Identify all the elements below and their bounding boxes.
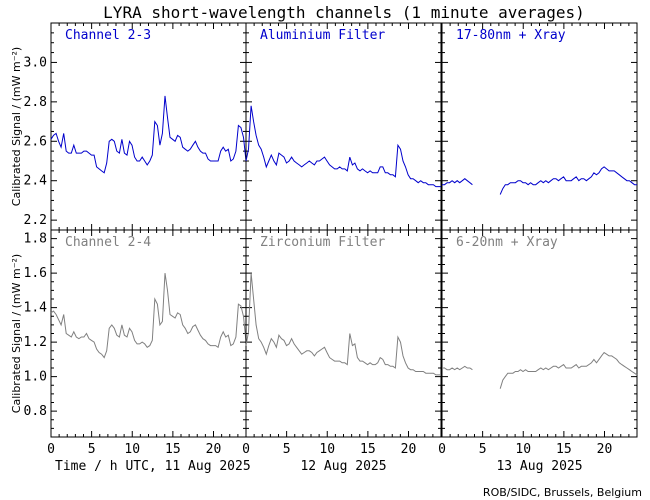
- series-line-0-0: [50, 95, 247, 174]
- day-label-2: 13 Aug 2025: [496, 459, 582, 474]
- series-line-1-2: [442, 351, 638, 389]
- day-label-1: 12 Aug 2025: [300, 459, 386, 474]
- panel-frame: [245, 229, 442, 438]
- x-tick-label-2-3: 15: [556, 442, 572, 457]
- panel-0-2: 17-80nm + Xray: [441, 22, 638, 231]
- series-line-1-0: [50, 273, 247, 359]
- y-tick-label-0-0: 2.2: [24, 213, 47, 228]
- x-tick-label-0-3: 15: [165, 442, 181, 457]
- series-line-0-2: [442, 166, 637, 195]
- panel-label-0-1: Aluminium Filter: [260, 28, 385, 43]
- x-tick-label-2-2: 10: [515, 442, 531, 457]
- x-tick-label-0-0: 0: [47, 442, 55, 457]
- y-tick-label-0-1: 2.4: [24, 174, 48, 189]
- y-axis-label-1: Calibrated Signal / (mW m⁻²): [10, 254, 23, 413]
- x-tick-label-1-0: 0: [242, 442, 250, 457]
- x-tick-label-0-1: 5: [88, 442, 96, 457]
- y-tick-label-1-5: 1.8: [24, 232, 47, 247]
- panel-0-1: Aluminium Filter: [245, 22, 442, 231]
- x-tick-label-2-0: 0: [438, 442, 446, 457]
- x-tick-label-0-2: 10: [124, 442, 140, 457]
- panel-frame: [50, 229, 247, 438]
- panel-label-0-2: 17-80nm + Xray: [456, 28, 566, 43]
- x-tick-label-1-3: 15: [360, 442, 376, 457]
- y-tick-label-0-2: 2.6: [24, 134, 47, 149]
- x-tick-label-2-4: 20: [597, 442, 613, 457]
- panel-frame: [50, 22, 247, 231]
- y-tick-label-1-1: 1.0: [24, 370, 47, 385]
- credit-text: ROB/SIDC, Brussels, Belgium: [483, 486, 642, 499]
- panel-label-1-2: 6-20nm + Xray: [456, 235, 558, 250]
- panel-frame: [441, 229, 638, 438]
- panel-1-0: Channel 2-4: [50, 229, 247, 438]
- x-tick-label-0-4: 20: [206, 442, 222, 457]
- panel-0-0: Channel 2-3: [50, 22, 247, 231]
- panel-label-1-1: Zirconium Filter: [260, 235, 385, 250]
- series-line-0-1: [245, 105, 441, 188]
- x-tick-label-1-1: 5: [283, 442, 291, 457]
- chart-title: LYRA short-wavelength channels (1 minute…: [103, 3, 585, 22]
- x-tick-label-1-4: 20: [401, 442, 417, 457]
- y-tick-label-0-3: 2.8: [24, 95, 47, 110]
- y-axis-label-0: Calibrated Signal / (mW m⁻²): [10, 47, 23, 206]
- y-tick-label-0-4: 3.0: [24, 55, 47, 70]
- y-tick-label-1-4: 1.6: [24, 266, 47, 281]
- series-line-1-1: [245, 273, 441, 376]
- y-tick-label-1-0: 0.8: [24, 404, 47, 419]
- panel-1-2: 6-20nm + Xray: [441, 229, 638, 438]
- panel-frame: [245, 22, 442, 231]
- panel-1-1: Zirconium Filter: [245, 229, 442, 438]
- y-tick-label-1-3: 1.4: [24, 301, 48, 316]
- panel-label-1-0: Channel 2-4: [65, 235, 151, 250]
- day-label-0: Time / h UTC, 11 Aug 2025: [55, 459, 251, 474]
- x-tick-label-2-1: 5: [479, 442, 487, 457]
- panel-frame: [441, 22, 638, 231]
- x-tick-label-1-2: 10: [319, 442, 335, 457]
- y-tick-label-1-2: 1.2: [24, 335, 47, 350]
- panel-label-0-0: Channel 2-3: [65, 28, 151, 43]
